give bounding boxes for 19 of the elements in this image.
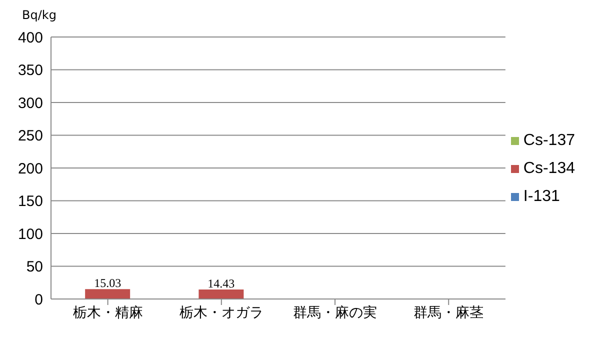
y-tick-label: 0 bbox=[34, 291, 43, 308]
y-tick-label: 100 bbox=[18, 226, 43, 243]
y-tick-label: 50 bbox=[26, 258, 43, 276]
x-tick-label: 栃木・オガラ bbox=[179, 304, 264, 321]
data-label: 14.43 bbox=[208, 276, 235, 291]
legend-label: Cs-137 bbox=[523, 132, 575, 150]
x-tick-label: 栃木・精麻 bbox=[72, 304, 143, 321]
x-tick-label: 群馬・麻の実 bbox=[293, 304, 378, 321]
legend-label: Cs-134 bbox=[523, 160, 575, 178]
y-tick-label: 200 bbox=[18, 160, 43, 178]
data-label: 15.03 bbox=[94, 276, 122, 290]
y-tick-label: 350 bbox=[18, 62, 43, 80]
x-tick-label: 群馬・麻茎 bbox=[414, 304, 484, 321]
y-tick-label: 150 bbox=[18, 193, 43, 210]
y-axis-title: Bq/kg bbox=[22, 8, 56, 22]
y-tick-label: 400 bbox=[18, 29, 43, 46]
legend-label: I-131 bbox=[523, 188, 560, 206]
y-tick-label: 250 bbox=[18, 128, 43, 145]
y-tick-label: 300 bbox=[18, 94, 43, 112]
